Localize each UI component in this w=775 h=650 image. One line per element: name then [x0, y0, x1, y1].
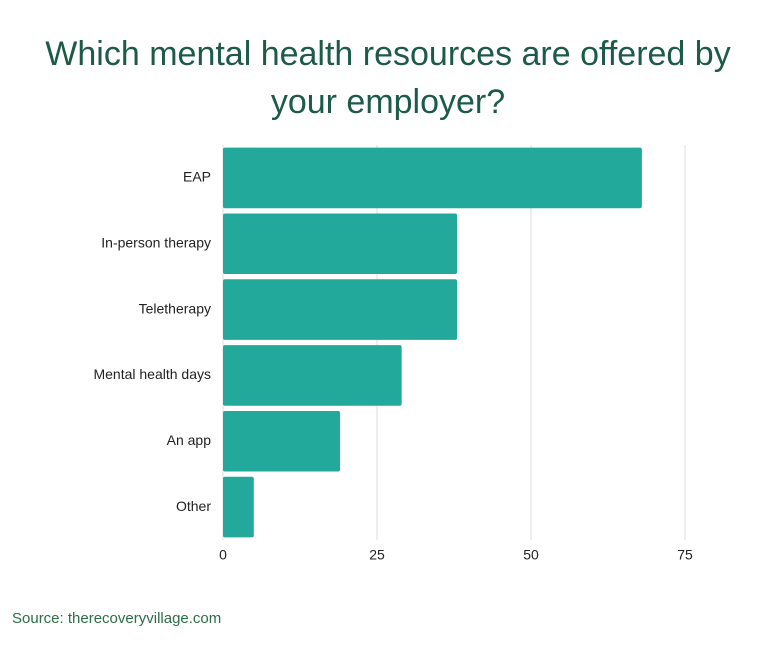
bar [223, 345, 402, 406]
bar [223, 147, 642, 209]
x-tick-label: 25 [369, 547, 385, 563]
y-tick-label: Other [176, 498, 211, 514]
chart: 0 25 50 75 EAP In-person therapy Teletherapy Me… [93, 145, 693, 563]
bar [223, 279, 458, 340]
y-tick-label: Teletherapy [139, 300, 211, 316]
y-tick-label: An app [167, 432, 212, 448]
y-tick-label: EAP [183, 169, 211, 185]
bar [223, 410, 341, 472]
x-tick-label: 75 [677, 547, 693, 563]
source-note: Source: therecoveryvillage.com [12, 610, 222, 627]
y-tick-label: Mental health days [93, 366, 211, 382]
x-tick-label: 50 [523, 547, 539, 563]
x-tick-label: 0 [219, 547, 227, 563]
bar [223, 476, 254, 538]
y-tick-label: In-person therapy [101, 234, 211, 250]
chart-title: Which mental health resources are offere… [45, 35, 731, 121]
bar [223, 213, 458, 275]
